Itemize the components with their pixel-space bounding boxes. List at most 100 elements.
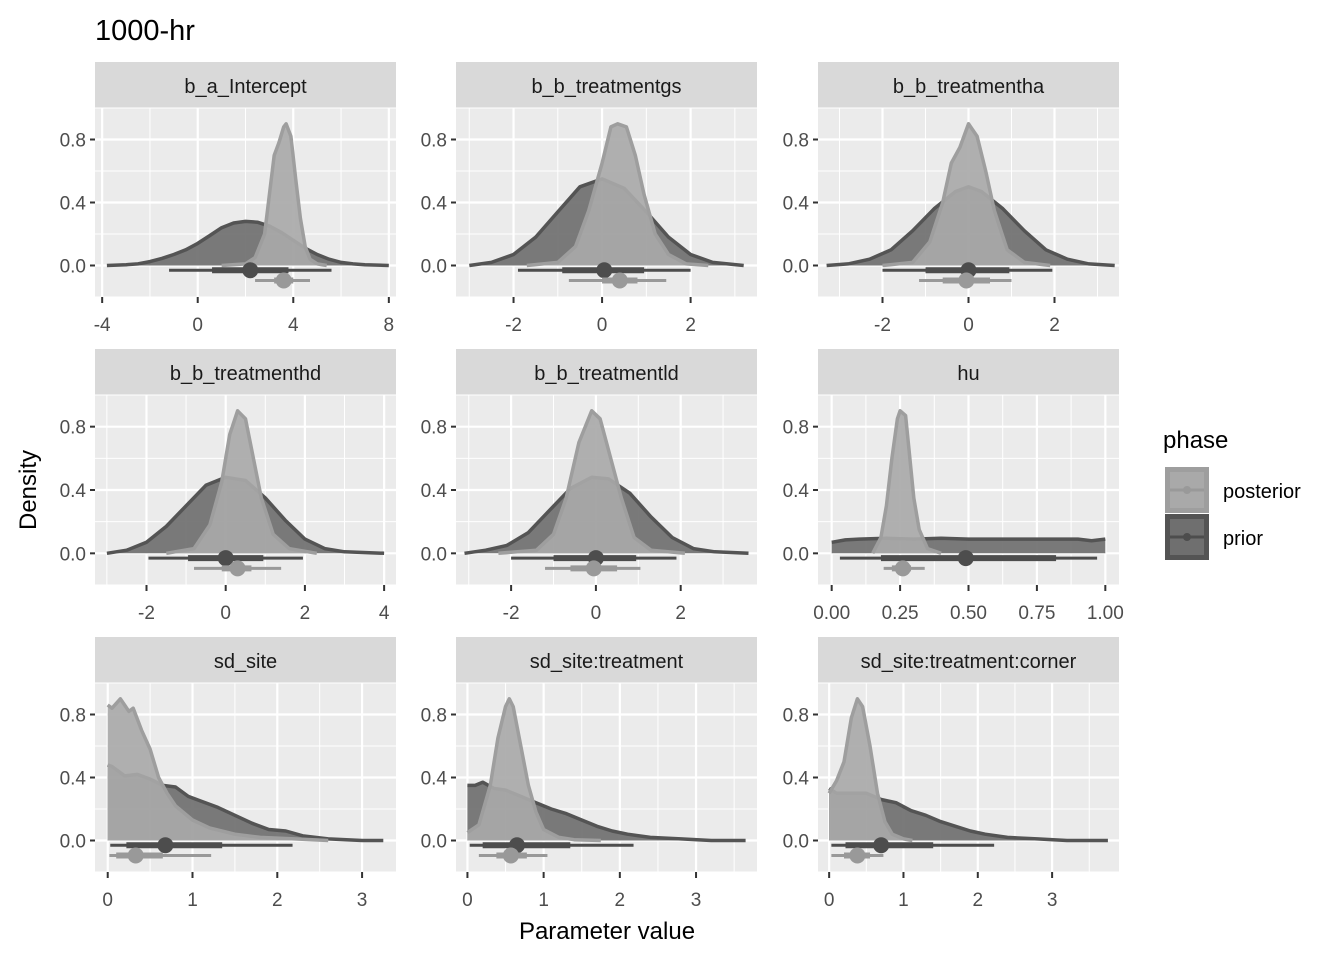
- y-tick-label: 0.8: [783, 418, 809, 439]
- x-tick-label: -2: [505, 315, 522, 336]
- y-tick-label: 0.4: [60, 769, 87, 790]
- facet-panel-8: sd_site:treatment:corner 0.0 0.4 0.8 0 1 2 3: [783, 637, 1119, 911]
- facet-strip: [456, 349, 757, 395]
- x-tick-label: 2: [300, 603, 311, 624]
- y-tick-label: 0.4: [60, 481, 87, 502]
- posterior-median-point: [502, 847, 519, 864]
- facet-strip: [456, 62, 757, 108]
- y-tick-label: 0.0: [421, 832, 447, 853]
- x-tick-label: 1: [187, 890, 198, 911]
- prior-median-point: [242, 262, 259, 279]
- y-tick-label: 0.0: [783, 544, 809, 565]
- x-tick-label: 3: [357, 890, 368, 911]
- x-tick-label: -2: [138, 603, 155, 624]
- prior-density-line: [831, 536, 1106, 545]
- facet-strip-label: sd_site:treatment: [530, 651, 684, 673]
- x-tick-label: 2: [272, 890, 283, 911]
- x-tick-label: 1.00: [1087, 603, 1124, 624]
- x-tick-label: 8: [384, 315, 395, 336]
- posterior-density-area: [872, 410, 942, 554]
- facet-strip: [818, 349, 1119, 395]
- y-tick-label: 0.8: [60, 131, 86, 152]
- x-tick-label: 3: [691, 890, 702, 911]
- facet-panel-6: sd_site 0.0 0.4 0.8 0 1 2 3: [60, 637, 396, 911]
- facet-strip: [818, 637, 1119, 683]
- x-tick-label: 3: [1047, 890, 1058, 911]
- posterior-density-line: [221, 122, 327, 268]
- y-tick-label: 0.0: [783, 832, 809, 853]
- posterior-density-area: [166, 410, 317, 554]
- posterior-density-area: [498, 410, 685, 554]
- posterior-median-point: [127, 847, 144, 864]
- x-tick-label: -4: [94, 315, 111, 336]
- prior-median-point: [957, 550, 974, 567]
- facet-panel-1: b_b_treatmentgs 0.0 0.4 0.8 -2 0 2: [421, 62, 757, 336]
- facet-panel-7: sd_site:treatment 0.0 0.4 0.8 0 1 2 3: [421, 637, 757, 911]
- posterior-density-line: [466, 697, 601, 843]
- y-tick-label: 0.8: [783, 706, 809, 727]
- posterior-density-line: [827, 697, 913, 843]
- posterior-density-line: [106, 697, 329, 843]
- posterior-median-point: [894, 560, 911, 577]
- prior-median-point: [217, 550, 234, 567]
- posterior-density-area: [467, 698, 601, 841]
- facet-strip: [818, 62, 1119, 108]
- facet-strip-label: b_b_treatmentgs: [531, 76, 681, 98]
- prior-density-line: [106, 219, 389, 268]
- y-tick-label: 0.8: [60, 418, 86, 439]
- facet-strip: [456, 637, 757, 683]
- posterior-median-point: [958, 272, 975, 289]
- y-tick-label: 0.8: [783, 131, 809, 152]
- y-tick-label: 0.0: [60, 544, 86, 565]
- y-tick-label: 0.0: [421, 257, 447, 278]
- y-tick-label: 0.8: [421, 706, 447, 727]
- posterior-density-area: [526, 123, 709, 266]
- facet-strip-label: sd_site:treatment:corner: [861, 651, 1077, 673]
- y-tick-label: 0.0: [421, 544, 447, 565]
- posterior-density-area: [221, 123, 327, 266]
- x-tick-label: 0: [597, 315, 608, 336]
- posterior-median-point: [229, 560, 246, 577]
- x-tick-label: 2: [973, 890, 984, 911]
- prior-median-point: [157, 837, 174, 854]
- facet-panel-0: b_a_Intercept 0.0 0.4 0.8 -4 0 4 8: [60, 62, 396, 336]
- y-tick-label: 0.4: [60, 194, 87, 215]
- posterior-density-line: [526, 122, 709, 268]
- y-tick-label: 0.4: [421, 481, 448, 502]
- posterior-median-point: [611, 272, 628, 289]
- y-tick-label: 0.4: [783, 481, 810, 502]
- x-tick-label: 0: [591, 603, 602, 624]
- x-tick-label: 0: [963, 315, 974, 336]
- x-tick-label: 2: [615, 890, 626, 911]
- facet-strip: [95, 62, 396, 108]
- posterior-density-line: [498, 409, 686, 556]
- posterior-density-line: [882, 122, 1051, 268]
- legend-point-prior: [1183, 533, 1191, 541]
- facet-strip-label: sd_site: [214, 651, 277, 673]
- legend-key-posterior: [1165, 467, 1209, 513]
- y-tick-label: 0.0: [783, 257, 809, 278]
- legend-label-prior: prior: [1223, 528, 1263, 550]
- x-tick-label: 0.50: [950, 603, 987, 624]
- y-tick-label: 0.4: [783, 194, 810, 215]
- posterior-median-point: [849, 847, 866, 864]
- posterior-density-area: [107, 698, 329, 841]
- facet-panel-3: b_b_treatmenthd 0.0 0.4 0.8 -2 0 2 4: [60, 349, 396, 624]
- y-tick-label: 0.4: [421, 194, 448, 215]
- x-tick-label: 0.75: [1018, 603, 1055, 624]
- posterior-density-line: [166, 409, 318, 556]
- x-tick-label: 0.25: [882, 603, 919, 624]
- facet-panel-2: b_b_treatmentha 0.0 0.4 0.8 -2 0 2: [783, 62, 1119, 336]
- legend: phase posterior prior: [1163, 427, 1301, 560]
- legend-point-posterior: [1183, 486, 1191, 494]
- posterior-median-point: [585, 560, 602, 577]
- prior-median-point: [596, 262, 613, 279]
- facet-strip-label: hu: [957, 363, 979, 385]
- y-tick-label: 0.0: [60, 832, 86, 853]
- chart-title: 1000-hr: [95, 15, 195, 47]
- y-tick-label: 0.8: [421, 131, 447, 152]
- facet-strip-label: b_b_treatmentld: [534, 363, 679, 385]
- x-tick-label: 4: [288, 315, 299, 336]
- x-tick-label: 0: [220, 603, 231, 624]
